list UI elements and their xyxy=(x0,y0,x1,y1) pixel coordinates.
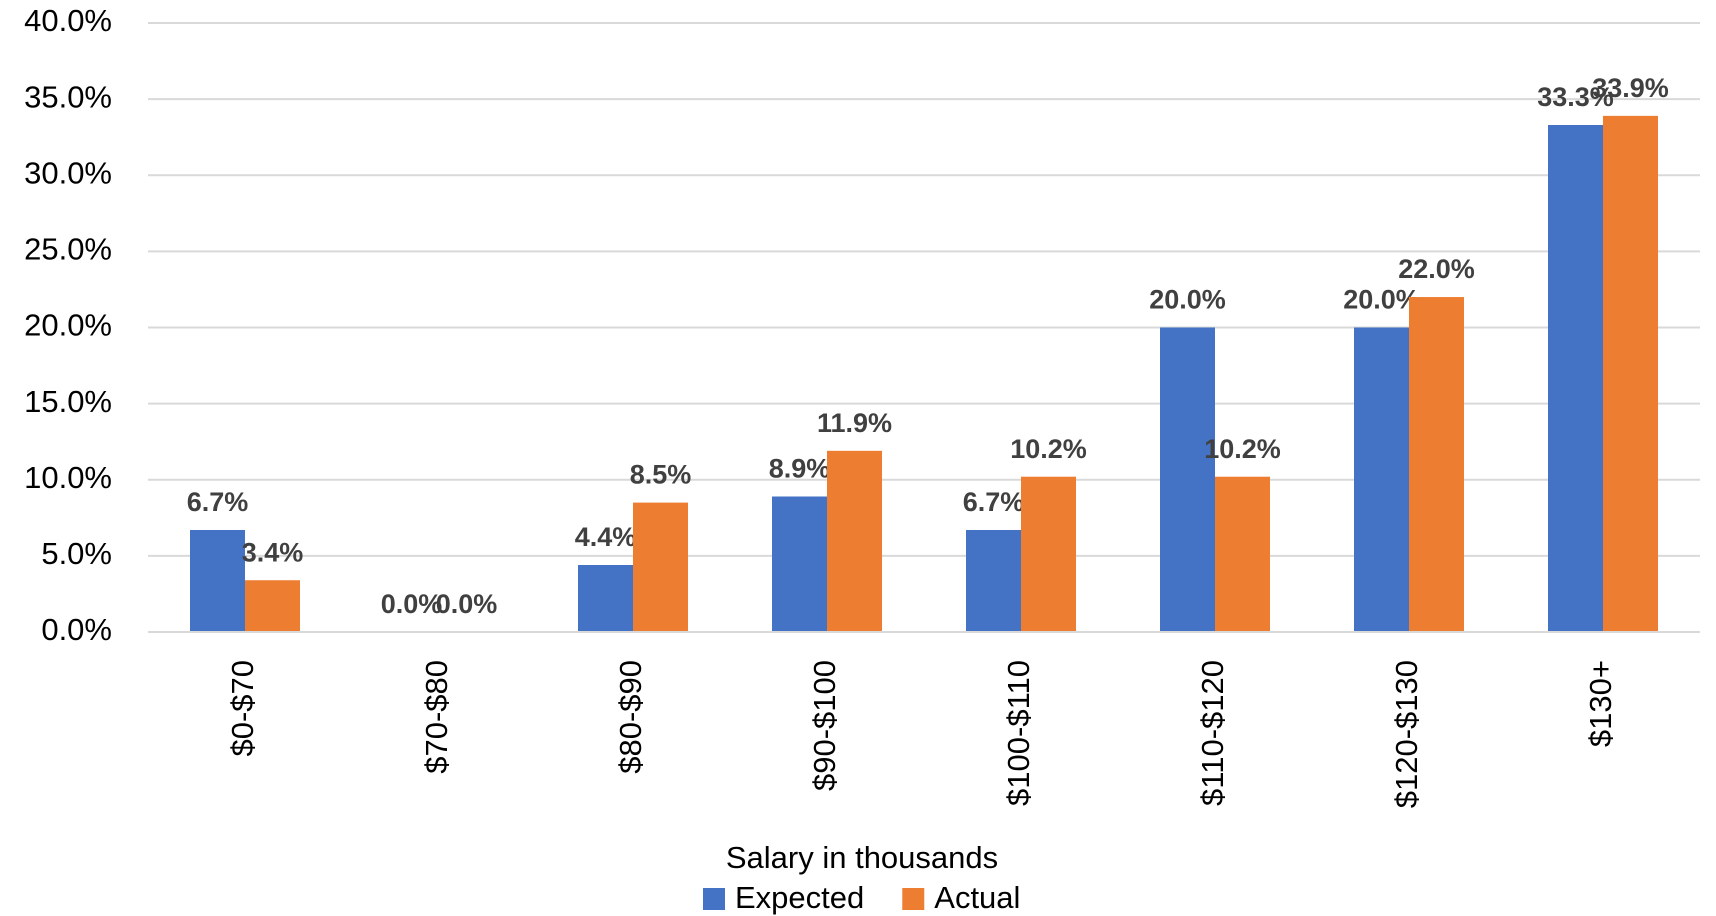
bar xyxy=(1354,327,1409,632)
bar xyxy=(578,565,633,632)
x-tick-label: $90-$100 xyxy=(807,660,842,791)
value-label: 8.5% xyxy=(630,460,692,490)
x-axis-title: Salary in thousands xyxy=(726,840,998,875)
value-label: 3.4% xyxy=(242,537,304,567)
bar xyxy=(1409,297,1464,632)
bar xyxy=(1548,125,1603,632)
bar xyxy=(966,529,1021,632)
bar xyxy=(827,450,882,632)
x-tick-label: $0-$70 xyxy=(225,660,260,757)
value-label: 0.0% xyxy=(381,589,443,619)
bar xyxy=(190,529,245,632)
value-label: 20.0% xyxy=(1149,285,1226,315)
x-tick-label: $120-$130 xyxy=(1389,660,1424,808)
x-tick-label: $80-$90 xyxy=(613,660,648,774)
value-label: 8.9% xyxy=(769,454,831,484)
x-tick-label: $110-$120 xyxy=(1195,660,1230,806)
value-label: 11.9% xyxy=(817,408,892,438)
legend-label: Expected xyxy=(735,880,864,915)
y-tick-label: 35.0% xyxy=(24,79,112,114)
value-label: 0.0% xyxy=(436,589,498,619)
bar xyxy=(1160,327,1215,632)
bar xyxy=(245,580,300,632)
y-tick-label: 15.0% xyxy=(24,384,112,419)
value-label: 22.0% xyxy=(1398,254,1475,284)
y-tick-label: 10.0% xyxy=(24,460,112,495)
bar xyxy=(772,496,827,632)
x-tick-label: $130+ xyxy=(1583,660,1618,747)
y-tick-label: 20.0% xyxy=(24,308,112,343)
x-tick-label: $100-$110 xyxy=(1001,660,1036,806)
value-label: 10.2% xyxy=(1010,434,1087,464)
y-tick-label: 25.0% xyxy=(24,232,112,267)
legend-label: Actual xyxy=(934,880,1020,915)
y-tick-label: 5.0% xyxy=(41,536,112,571)
value-label: 6.7% xyxy=(187,487,249,517)
y-tick-label: 30.0% xyxy=(24,155,112,190)
y-tick-label: 40.0% xyxy=(24,3,112,38)
value-label: 10.2% xyxy=(1204,434,1281,464)
y-tick-label: 0.0% xyxy=(41,612,112,647)
bar xyxy=(1603,115,1658,632)
value-label: 33.3% xyxy=(1537,82,1614,112)
legend-swatch xyxy=(902,888,925,910)
value-label: 6.7% xyxy=(963,487,1025,517)
bar xyxy=(1215,476,1270,632)
legend-swatch xyxy=(703,888,725,910)
bar xyxy=(633,502,688,632)
x-tick-label: $70-$80 xyxy=(419,660,454,774)
value-label: 4.4% xyxy=(575,522,637,552)
value-label: 20.0% xyxy=(1343,285,1420,315)
value-label: 33.9% xyxy=(1592,73,1669,103)
bar xyxy=(1021,476,1076,632)
